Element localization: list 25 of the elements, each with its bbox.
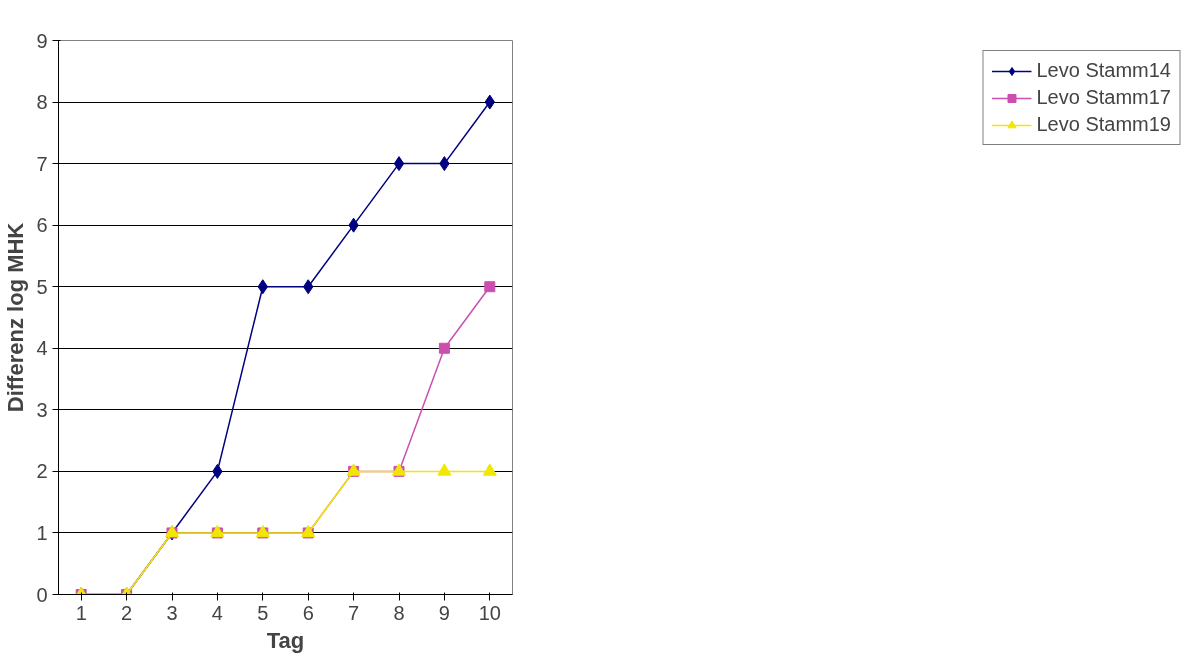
y-axis-title: Differenz log MHK [3,222,29,413]
y-tick-label: 3 [36,398,48,421]
legend-label: Levo Stamm14 [1036,59,1171,82]
x-tick-label: 6 [302,601,314,624]
y-tick-label: 9 [36,29,48,52]
legend-label: Levo Stamm17 [1036,86,1171,109]
y-tick-label: 5 [36,275,48,298]
y-tick-label: 8 [36,91,48,114]
x-tick-label: 3 [166,601,178,624]
x-axis-title: Tag [266,627,305,653]
x-tick-label: 8 [393,601,405,624]
x-tick-label: 1 [75,601,87,624]
y-tick-label: 4 [36,337,48,360]
y-tick-label: 1 [36,521,48,544]
y-tick-label: 0 [36,583,48,606]
x-tick-label: 4 [211,601,223,624]
x-tick-label: 9 [438,601,450,624]
x-tick-label: 5 [257,601,269,624]
legend-label: Levo Stamm19 [1036,113,1171,136]
y-tick-label: 7 [36,152,48,175]
x-tick-label: 7 [348,601,360,624]
y-tick-label: 2 [36,460,48,483]
x-tick-label: 10 [478,601,501,624]
x-tick-label: 2 [121,601,133,624]
y-tick-label: 6 [36,214,48,237]
